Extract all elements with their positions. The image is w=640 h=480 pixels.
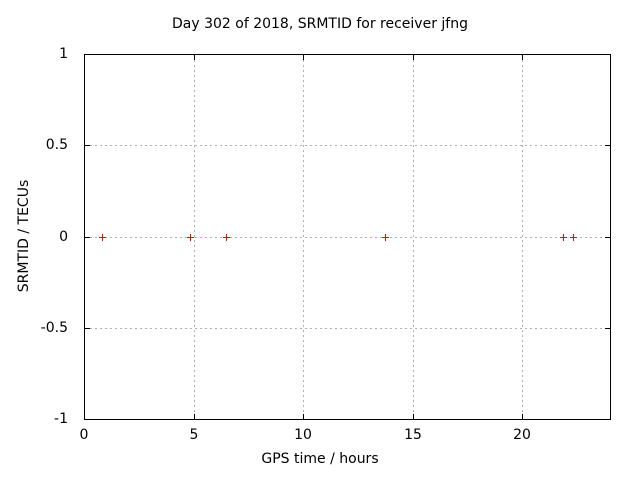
y-tick-left-0 [85,237,90,238]
y-tick-left--1 [85,419,90,420]
x-tick-top-10 [303,55,304,60]
data-point [223,234,230,241]
x-tick-bottom-10 [303,414,304,419]
x-tick-label-5: 5 [189,427,199,443]
y-tick-label-1: 1 [59,46,68,62]
x-tick-bottom-20 [522,414,523,419]
y-tick-right--1 [605,419,610,420]
y-tick-label-0.5: 0.5 [45,137,68,153]
data-point [382,234,389,241]
plot-area [84,54,611,420]
x-tick-label-0: 0 [79,427,89,443]
y-tick-label-0: 0 [59,229,68,245]
x-tick-label-20: 20 [513,427,531,443]
gridline-y-0.5 [85,145,610,146]
y-tick-right-1 [605,54,610,55]
x-tick-bottom-0 [84,414,85,419]
chart-title: Day 302 of 2018, SRMTID for receiver jfn… [172,16,468,32]
data-point [570,234,577,241]
gridline-y--0.5 [85,328,610,329]
y-tick-right-0 [605,237,610,238]
y-tick-label--1: -1 [54,411,68,427]
data-point [99,234,106,241]
y-tick-label--0.5: -0.5 [40,320,68,336]
data-point [560,234,567,241]
gridline-y-0 [85,237,610,238]
x-axis-label: GPS time / hours [261,451,379,467]
x-tick-label-15: 15 [404,427,422,443]
x-tick-top-0 [84,55,85,60]
y-tick-right-0.5 [605,145,610,146]
data-point [187,234,194,241]
x-tick-top-15 [413,55,414,60]
y-tick-right--0.5 [605,328,610,329]
y-tick-left-1 [85,54,90,55]
y-tick-left--0.5 [85,328,90,329]
x-tick-top-5 [194,55,195,60]
x-tick-bottom-5 [194,414,195,419]
y-tick-left-0.5 [85,145,90,146]
x-tick-top-20 [522,55,523,60]
x-tick-label-10: 10 [294,427,312,443]
x-tick-bottom-15 [413,414,414,419]
